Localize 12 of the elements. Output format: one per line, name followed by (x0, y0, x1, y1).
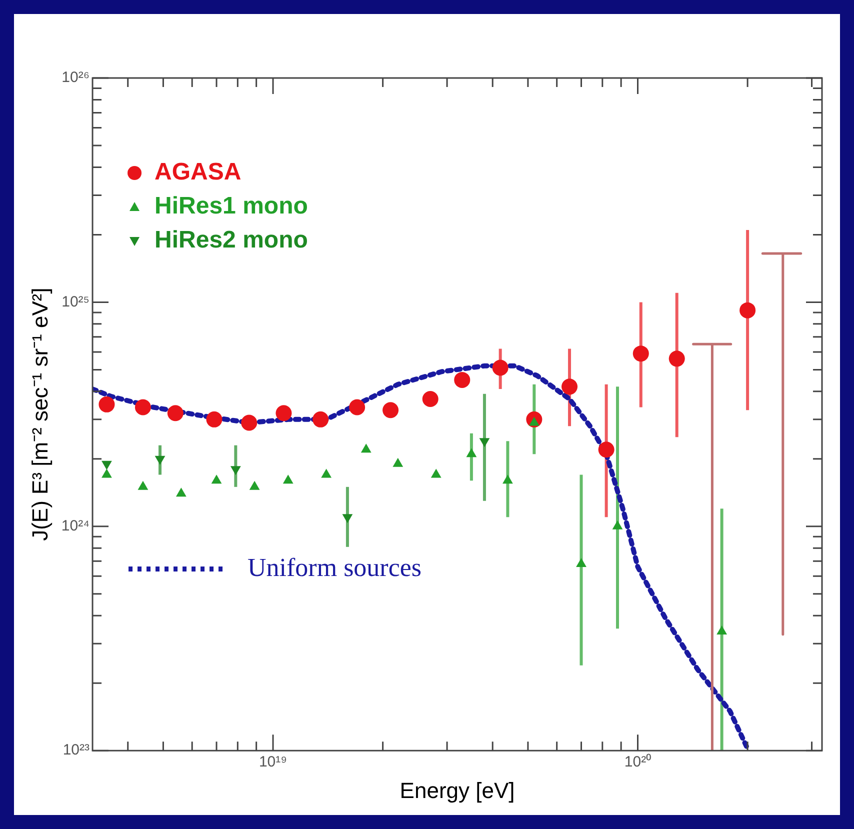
x-tick-label: 10²⁰ (624, 754, 652, 771)
x-tick-label: 10¹⁹ (258, 754, 288, 771)
legend-label: AGASA (154, 158, 242, 186)
legend-label: Uniform sources (248, 552, 422, 582)
y-tick-label: 10²⁴ (61, 518, 90, 535)
y-axis-title: J(E) E³ [m⁻² sec⁻¹ sr⁻¹ eV²] (27, 288, 52, 541)
legend-label: HiRes2 mono (154, 226, 308, 254)
y-tick-label: 10²³ (62, 742, 90, 759)
y-tick-label: 10²⁶ (62, 69, 90, 86)
y-tick-label: 10²⁵ (62, 293, 90, 310)
x-axis-title: Energy [eV] (400, 778, 515, 803)
legend-label: HiRes1 mono (154, 192, 308, 220)
